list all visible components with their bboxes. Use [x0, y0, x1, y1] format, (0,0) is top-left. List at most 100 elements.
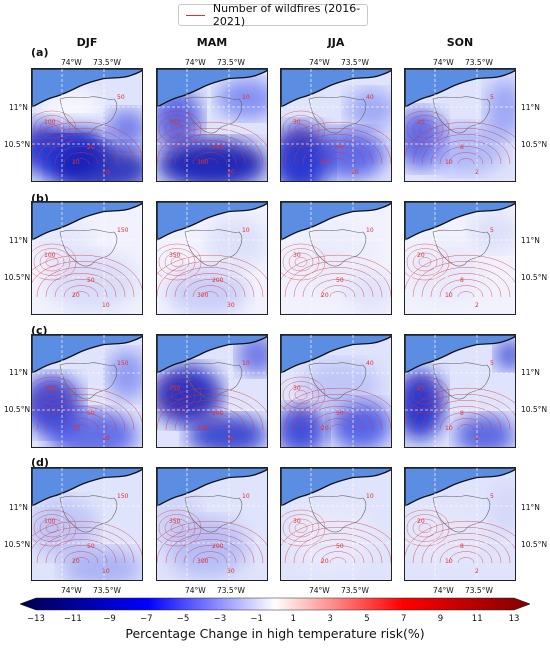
contour-label: 10: [351, 169, 359, 176]
wildfire-contour-line: [54, 146, 108, 165]
map-panel-d-jja: 30 20 50 10: [280, 467, 392, 581]
wildfire-contour-line: [320, 285, 356, 298]
wildfire-contour-line: [288, 119, 314, 139]
colorbar-tick-label: 13: [508, 614, 520, 624]
map-canvas: 30 20 50 10: [281, 202, 391, 314]
wildfire-contour-line: [33, 514, 71, 542]
contour-label: 300: [197, 159, 209, 166]
wildfire-contour-line: [311, 412, 365, 431]
map-panel-d-djf: 100 20 50 150 10: [31, 467, 143, 581]
contour-label: 10: [102, 302, 110, 309]
bottom-lon-tick: 74°W: [309, 586, 330, 595]
left-lat-tick: 11°N: [9, 236, 28, 245]
map-panel-c-son: 20 10 8 5 2: [404, 334, 516, 448]
wildfire-contour-line: [63, 152, 99, 165]
top-lon-tick: 73.5°W: [341, 58, 369, 67]
contour-label: 150: [117, 227, 129, 234]
wildfire-contour-line: [457, 158, 475, 165]
wildfire-contour-line: [32, 387, 142, 425]
colorbar-title: Percentage Change in high temperature ri…: [125, 626, 425, 641]
wildfire-contour-line: [448, 285, 484, 298]
wildfire-contour-line: [158, 115, 196, 143]
wildfire-contour-line: [157, 387, 267, 413]
risk-anomaly-patch: [237, 335, 267, 375]
colorbar-tick-label: −3: [213, 614, 227, 624]
contour-label: 8: [460, 410, 464, 417]
map-panel-c-djf: 100 20 50 150 10: [31, 334, 143, 448]
right-lat-tick: 11°N: [521, 368, 540, 377]
wildfire-contour-line: [63, 551, 99, 564]
wildfire-contour-line: [201, 557, 219, 564]
map-canvas: 20 10 8 5 2: [405, 69, 515, 181]
sea-area: [157, 335, 267, 374]
wildfire-contour-line: [282, 381, 320, 409]
risk-anomaly-patch: [157, 139, 267, 181]
contour-label: 200: [212, 277, 224, 284]
colorbar-tick-label: 9: [437, 614, 444, 624]
wildfire-contour-line: [405, 121, 515, 159]
terrain-outline: [432, 495, 491, 533]
risk-anomaly-patch: [286, 503, 376, 573]
wildfire-contour-line: [311, 146, 365, 165]
risk-anomaly-patch: [157, 89, 202, 149]
wildfire-contour-line: [329, 557, 347, 564]
left-lat-tick: 10.5°N: [4, 140, 31, 149]
map-canvas: 20 10 8 5 2: [405, 468, 515, 580]
wildfire-contour-line: [439, 545, 493, 564]
risk-anomaly-patch: [405, 242, 485, 302]
contour-label: 50: [336, 543, 344, 550]
wildfire-contour-line: [72, 291, 90, 298]
top-lon-tick: 73.5°W: [93, 58, 121, 67]
terrain-outline: [59, 229, 118, 267]
map-panel-a-djf: 100 10 20 50 70: [31, 68, 143, 182]
wildfire-contour-line: [33, 115, 71, 143]
contour-label: 200: [212, 543, 224, 550]
wildfire-contour-line: [201, 158, 219, 165]
terrain-outline: [432, 229, 491, 267]
risk-anomaly-patch: [217, 79, 267, 119]
sea-area: [405, 69, 515, 108]
wildfire-contour-line: [320, 152, 356, 165]
wildfire-contour-line: [158, 248, 196, 276]
wildfire-contour-line: [39, 252, 65, 272]
wildfire-contour-line: [32, 520, 142, 558]
risk-anomaly-patch: [425, 124, 505, 174]
contour-label: 300: [197, 425, 209, 432]
wildfire-contour-line: [183, 279, 237, 298]
risk-anomaly-patch: [107, 350, 142, 400]
contour-label: 10: [445, 292, 453, 299]
bottom-lon-tick: 73.5°W: [465, 586, 493, 595]
wildfire-contour-line: [406, 381, 444, 409]
contour-label: 10: [242, 493, 250, 500]
contour-label: 30: [227, 169, 235, 176]
wildfire-contour-line: [288, 252, 314, 272]
colorbar-tick-label: −7: [140, 614, 153, 624]
contour-label: 20: [321, 292, 329, 299]
contour-label: 20: [417, 385, 425, 392]
contour-label: 20: [87, 144, 95, 151]
contour-label: 100: [44, 252, 56, 259]
map-canvas: 100 20 50 150 10: [32, 202, 142, 314]
season-header-jja: JJA: [327, 36, 345, 49]
bottom-lon-tick: 74°W: [185, 586, 206, 595]
risk-anomaly-patch: [62, 548, 142, 580]
risk-anomaly-patch: [331, 400, 391, 447]
wildfire-contour-line: [311, 279, 365, 298]
contour-label: 10: [445, 558, 453, 565]
contour-label: 5: [490, 227, 494, 234]
wildfire-contour-line: [281, 387, 391, 413]
terrain-outline: [59, 495, 118, 533]
left-lat-tick: 11°N: [9, 503, 28, 512]
contour-label: 30: [293, 119, 301, 126]
wildfire-contour-line: [329, 291, 347, 298]
terrain-outline: [184, 96, 243, 134]
wildfire-contour-line: [405, 387, 515, 425]
wildfire-contour-line: [412, 518, 438, 538]
map-canvas: 30 20 50 40 10: [281, 69, 391, 181]
wildfire-contour-line: [72, 557, 90, 564]
contour-label: 50: [336, 277, 344, 284]
wildfire-contour-line: [412, 252, 438, 272]
colorbar-tick-label: 7: [400, 614, 407, 624]
right-lat-tick: 10.5°N: [521, 140, 548, 149]
contour-label: 350: [169, 252, 181, 259]
